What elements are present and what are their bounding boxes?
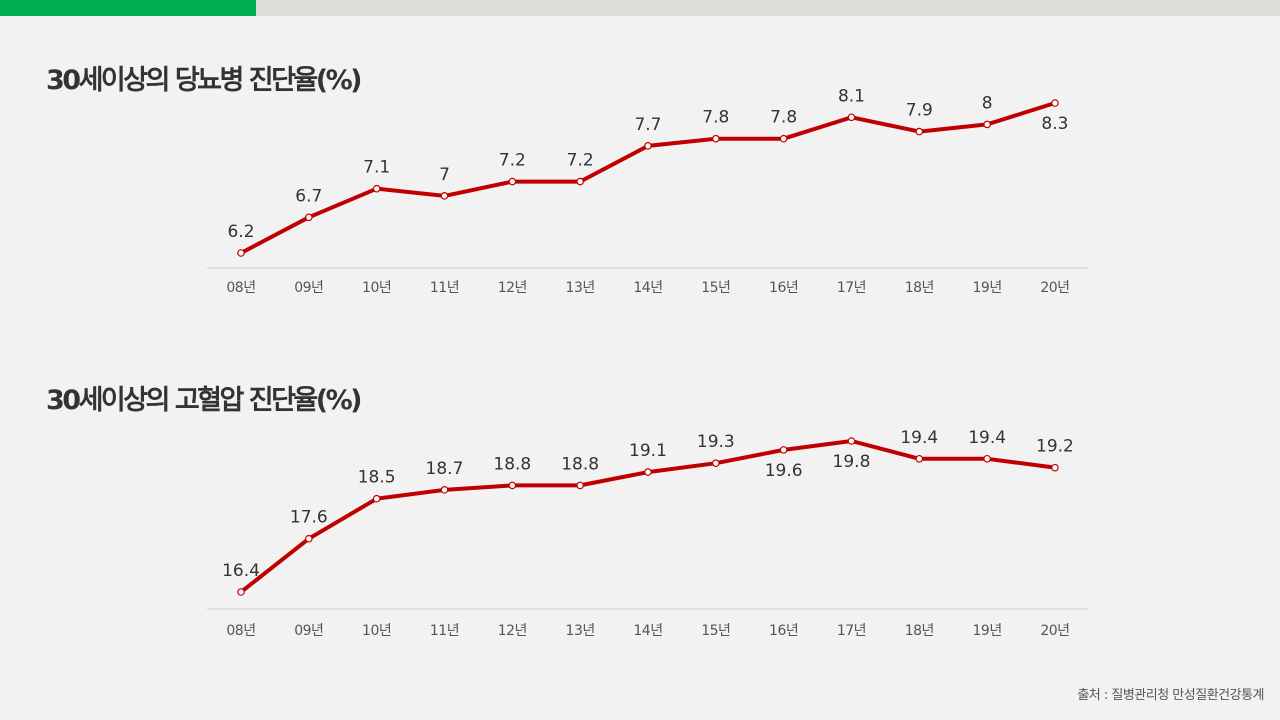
hypertension-tick-label: 14년 (633, 623, 662, 639)
diabetes-tick-label: 15년 (701, 280, 730, 296)
diabetes-data-point (237, 249, 245, 257)
diabetes-data-label: 7.8 (702, 108, 729, 128)
hypertension-series-line (239, 439, 1057, 594)
hypertension-data-point (305, 534, 313, 543)
diabetes-data-point (508, 177, 517, 186)
hypertension-data-label: 19.8 (833, 452, 871, 472)
diabetes-data-point (915, 127, 924, 136)
diabetes-tick-label: 11년 (430, 280, 459, 296)
diabetes-data-label: 8.3 (1041, 114, 1068, 134)
top-bar (0, 0, 1280, 16)
hypertension-data-point (372, 494, 381, 503)
hypertension-tick-label: 16년 (769, 623, 798, 639)
hypertension-tick-label: 12년 (498, 623, 527, 639)
hypertension-data-label: 19.3 (697, 432, 735, 452)
hypertension-tick-label: 13년 (566, 623, 595, 639)
hypertension-data-label: 18.5 (358, 468, 396, 488)
hypertension-data-label: 19.2 (1036, 437, 1074, 457)
diabetes-data-label: 7.2 (499, 151, 526, 171)
hypertension-data-label: 16.4 (222, 561, 260, 581)
diabetes-data-point (712, 134, 720, 143)
diabetes-data-label: 7.8 (770, 108, 797, 128)
diabetes-data-label: 7.9 (906, 101, 933, 121)
hypertension-tick-label: 18년 (905, 623, 934, 639)
diabetes-data-label: 8.1 (838, 86, 865, 106)
hypertension-data-point (237, 588, 245, 596)
diabetes-data-point (372, 184, 381, 193)
hypertension-data-label: 19.4 (968, 428, 1006, 448)
top-bar-accent (0, 0, 256, 16)
hypertension-data-point (983, 454, 991, 463)
diabetes-data-point (983, 120, 991, 129)
hypertension-data-point (440, 486, 449, 494)
diabetes-tick-label: 08년 (226, 280, 255, 296)
diabetes-data-point (779, 134, 788, 143)
diabetes-data-point (847, 113, 856, 122)
hypertension-tick-label: 08년 (226, 623, 255, 639)
diabetes-data-point (440, 192, 449, 200)
hypertension-data-point (779, 446, 788, 454)
hypertension-tick-label: 10년 (362, 623, 391, 639)
hypertension-data-point (576, 481, 584, 490)
diabetes-tick-label: 10년 (362, 280, 391, 296)
diabetes-data-point (644, 142, 652, 150)
diabetes-tick-label: 12년 (498, 280, 527, 296)
chart-title-diabetes: 30세이상의 당뇨병 진단율(%) (46, 65, 363, 96)
hypertension-data-point (915, 454, 924, 463)
hypertension-tick-label: 15년 (701, 623, 730, 639)
hypertension-tick-label: 20년 (1040, 623, 1069, 639)
diabetes-data-label: 7.1 (363, 158, 390, 178)
hypertension-data-label: 19.6 (765, 461, 803, 481)
diabetes-data-label: 7.2 (567, 151, 594, 171)
hypertension-data-label: 17.6 (290, 508, 328, 528)
hypertension-data-point (1051, 463, 1059, 472)
hypertension-data-point (508, 481, 517, 490)
diabetes-data-label: 8 (982, 93, 993, 113)
diabetes-tick-label: 09년 (294, 280, 323, 296)
hypertension-tick-label: 11년 (430, 623, 459, 639)
diabetes-data-label: 6.7 (295, 186, 322, 206)
diabetes-tick-label: 19년 (973, 280, 1002, 296)
diabetes-data-point (1051, 99, 1059, 107)
diabetes-tick-label: 16년 (769, 280, 798, 296)
hypertension-data-label: 18.7 (426, 459, 464, 479)
diabetes-tick-label: 14년 (633, 280, 662, 296)
diabetes-data-label: 7.7 (634, 115, 661, 135)
hypertension-data-label: 18.8 (561, 454, 599, 474)
hypertension-data-point (847, 437, 856, 445)
hypertension-data-point (644, 468, 652, 476)
hypertension-tick-label: 19년 (973, 623, 1002, 639)
diabetes-tick-label: 13년 (566, 280, 595, 296)
diabetes-data-point (305, 213, 313, 222)
source-note: 출처 : 질병관리청 만성질환건강통계 (1077, 688, 1264, 703)
hypertension-tick-label: 17년 (837, 623, 866, 639)
hypertension-data-label: 18.8 (493, 454, 531, 474)
hypertension-data-label: 19.4 (900, 428, 938, 448)
diabetes-tick-label: 18년 (905, 280, 934, 296)
hypertension-data-point (712, 459, 720, 468)
diabetes-tick-label: 17년 (837, 280, 866, 296)
diabetes-data-label: 6.2 (227, 222, 254, 242)
chart-title-hypertension: 30세이상의 고혈압 진단율(%) (46, 385, 363, 416)
diabetes-tick-label: 20년 (1040, 280, 1069, 296)
diabetes-data-point (576, 177, 584, 186)
diabetes-data-label: 7 (439, 165, 450, 185)
hypertension-data-label: 19.1 (629, 441, 667, 461)
hypertension-tick-label: 09년 (294, 623, 323, 639)
